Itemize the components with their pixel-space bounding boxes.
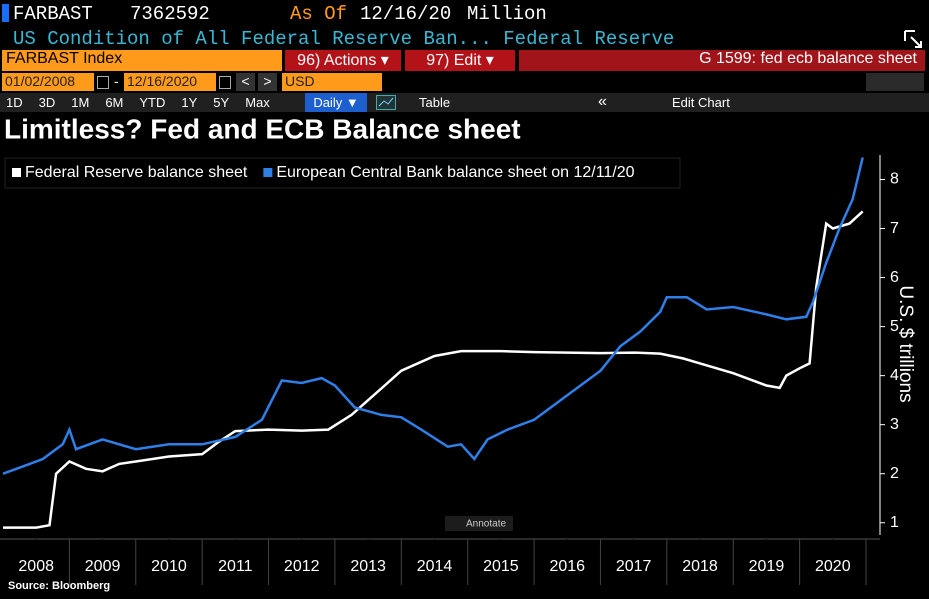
series-line (2, 157, 864, 475)
as-of-date: 12/16/20 (360, 3, 452, 25)
next-button[interactable]: > (258, 73, 277, 91)
description-row: US Condition of All Federal Reserve Ban.… (0, 26, 929, 50)
range-bar: 1D 3D 1M 6M YTD 1Y 5Y Max Daily ▼ Table « Edit … (0, 93, 929, 112)
ticker-marker (2, 4, 9, 22)
date-separator: - (114, 73, 119, 89)
table-button[interactable]: Table (419, 95, 451, 110)
x-tick-label: 2011 (218, 558, 253, 575)
x-tick-label: 2015 (483, 558, 519, 575)
header-row: FARBAST 7362592 As Of 12/16/20 Million (0, 0, 929, 26)
security-field[interactable]: FARBAST Index (2, 50, 282, 71)
legend (4, 157, 681, 189)
last-value: 7362592 (130, 3, 210, 25)
range-button[interactable]: 5Y (213, 95, 230, 110)
chart-type-icon[interactable] (376, 95, 396, 110)
ticker: FARBAST (13, 3, 93, 25)
y-tick-label: 7 (890, 220, 899, 237)
series-line (3, 210, 864, 529)
chart-title: Limitless? Fed and ECB Balance sheet (4, 113, 521, 144)
y-tick-label: 4 (890, 367, 899, 384)
range-button[interactable]: 1Y (181, 95, 198, 110)
range-button[interactable]: Max (245, 95, 270, 110)
date-row: 01/02/2008 - 12/16/2020 < > USD (0, 73, 929, 92)
y-tick-label: 1 (890, 514, 899, 531)
undo-redo[interactable] (866, 73, 924, 91)
actions-button[interactable]: 96) Actions ▾ (285, 50, 401, 71)
source: Source: Bloomberg (8, 580, 110, 592)
x-tick-label: 2019 (749, 558, 785, 575)
currency-field[interactable]: USD (282, 73, 382, 91)
calendar-icon[interactable] (219, 76, 231, 89)
y-axis-label: U.S. $ trillions (895, 285, 916, 402)
prev-button[interactable]: < (236, 73, 255, 91)
annotate-button[interactable] (445, 516, 513, 531)
x-tick-label: 2013 (350, 558, 386, 575)
page-title: G 1599: fed ecb balance sheet (519, 50, 925, 71)
toolbar-row: FARBAST Index 96) Actions ▾ 97) Edit ▾ G… (0, 50, 929, 71)
x-tick-label: 2010 (151, 558, 187, 575)
edit-chart-button[interactable]: Edit Chart (672, 95, 730, 110)
frequency-button[interactable]: Daily ▼ (305, 93, 367, 112)
range-button[interactable]: 1D (6, 95, 23, 110)
range-button[interactable]: 1M (71, 95, 90, 110)
y-tick-label: 8 (890, 171, 899, 188)
x-tick-label: 2014 (417, 558, 453, 575)
y-tick-label: 5 (890, 318, 899, 335)
range-button[interactable]: YTD (139, 95, 166, 110)
y-tick-label: 3 (890, 416, 899, 433)
as-of-label: As Of (290, 3, 348, 25)
x-tick-label: 2017 (616, 558, 652, 575)
y-tick-label: 6 (890, 269, 899, 286)
end-date[interactable]: 12/16/2020 (124, 73, 216, 91)
collapse-button[interactable]: « (598, 93, 607, 110)
x-tick-label: 2016 (549, 558, 585, 575)
legend-label: European Central Bank balance sheet on 1… (276, 164, 634, 181)
x-tick-label: 2009 (85, 558, 121, 575)
calendar-icon[interactable] (97, 76, 109, 89)
legend-swatch (12, 168, 21, 177)
legend-swatch (263, 168, 273, 177)
x-tick-label: 2008 (18, 558, 54, 575)
edit-button[interactable]: 97) Edit ▾ (405, 50, 515, 71)
x-tick-label: 2012 (284, 558, 320, 575)
range-button[interactable]: 3D (38, 95, 56, 110)
expand-icon[interactable] (903, 29, 923, 49)
units: Million (467, 3, 547, 25)
annotate-label[interactable]: Annotate (466, 519, 506, 530)
y-tick-label: 2 (890, 465, 899, 482)
start-date[interactable]: 01/02/2008 (2, 73, 94, 91)
x-tick-label: 2018 (682, 558, 718, 575)
description: US Condition of All Federal Reserve Ban.… (13, 28, 675, 50)
legend-label: Federal Reserve balance sheet (25, 164, 248, 181)
range-button[interactable]: 6M (105, 95, 124, 110)
chart: Limitless? Fed and ECB Balance sheet U.S… (0, 113, 916, 592)
range-buttons: 1D 3D 1M 6M YTD 1Y 5Y Max (6, 95, 286, 110)
x-tick-label: 2020 (815, 558, 851, 575)
